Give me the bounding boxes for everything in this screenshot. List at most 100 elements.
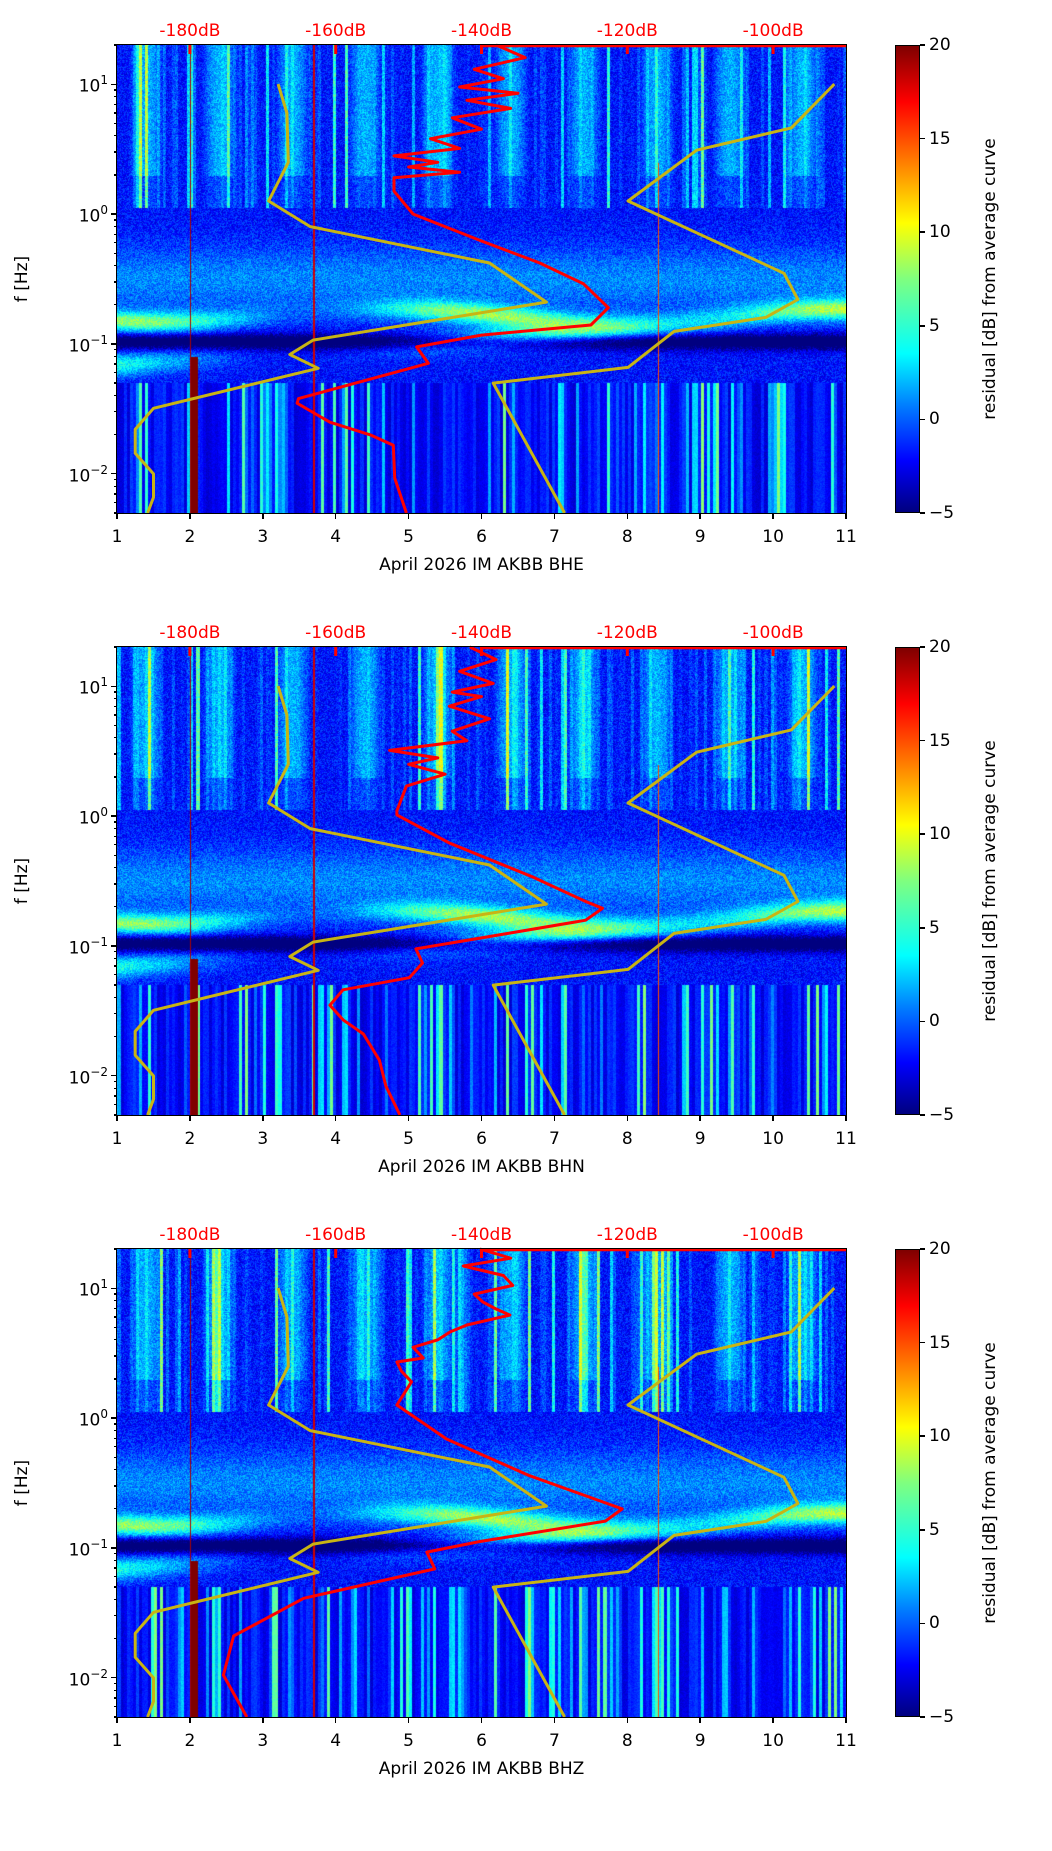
colorbar-tick-mark bbox=[920, 231, 925, 233]
x-tick-mark bbox=[772, 1115, 774, 1121]
y-minor-tick-mark bbox=[113, 355, 117, 358]
y-minor-tick-mark bbox=[113, 957, 117, 960]
y-tick-mark bbox=[111, 815, 117, 817]
y-minor-tick-mark bbox=[113, 479, 117, 481]
x-tick-mark bbox=[845, 513, 847, 519]
y-minor-tick-mark bbox=[113, 1469, 117, 1471]
x-tick-mark bbox=[772, 513, 774, 519]
db-tick-label: -180dB bbox=[159, 1225, 221, 1245]
y-tick-base: 10 bbox=[78, 808, 101, 829]
y-minor-tick-mark bbox=[113, 844, 117, 846]
y-minor-tick-mark bbox=[113, 1567, 117, 1569]
x-tick-label: 4 bbox=[330, 1129, 342, 1149]
y-minor-tick-mark bbox=[113, 1689, 117, 1692]
db-tick-label: -100dB bbox=[742, 1225, 804, 1245]
y-tick-exponent: −1 bbox=[90, 332, 108, 347]
plot-area[interactable] bbox=[117, 1247, 846, 1718]
y-minor-tick-mark bbox=[113, 714, 117, 716]
x-tick-mark bbox=[334, 1115, 337, 1121]
y-minor-tick-mark bbox=[113, 363, 117, 365]
y-tick-label: 10−1 bbox=[69, 936, 108, 958]
y-minor-tick-mark bbox=[113, 1553, 117, 1555]
x-tick-mark bbox=[407, 513, 410, 519]
x-tick-label: 2 bbox=[184, 1129, 196, 1149]
y-minor-tick-mark bbox=[113, 821, 117, 823]
x-tick-label: 9 bbox=[694, 1731, 706, 1751]
y-minor-tick-mark bbox=[113, 1446, 117, 1448]
db-tick-label: -160dB bbox=[305, 21, 367, 41]
y-axis-label: f [Hz] bbox=[12, 255, 32, 303]
x-tick-label: 6 bbox=[476, 1129, 487, 1149]
db-tick-label: -140dB bbox=[450, 21, 513, 41]
x-tick-mark bbox=[334, 513, 337, 519]
colorbar-tick-mark bbox=[920, 1529, 925, 1531]
colorbar bbox=[895, 647, 920, 1115]
y-minor-tick-mark bbox=[113, 1716, 117, 1718]
colorbar-tick-label: 10 bbox=[929, 1426, 951, 1447]
y-minor-tick-mark bbox=[113, 304, 117, 306]
y-minor-tick-mark bbox=[113, 112, 117, 114]
colorbar-tick-label: 5 bbox=[929, 315, 940, 336]
x-tick-mark bbox=[845, 1115, 847, 1121]
y-minor-tick-mark bbox=[113, 1559, 117, 1562]
y-minor-tick-mark bbox=[113, 1316, 117, 1318]
y-minor-tick-mark bbox=[113, 372, 117, 374]
x-tick-mark bbox=[262, 513, 264, 519]
spectrogram-heatmap bbox=[117, 647, 846, 1115]
y-minor-tick-mark bbox=[113, 828, 117, 830]
y-axis-label: f [Hz] bbox=[12, 1459, 32, 1507]
y-tick-mark bbox=[111, 473, 117, 475]
y-minor-tick-mark bbox=[113, 737, 117, 739]
y-minor-tick-mark bbox=[113, 122, 117, 124]
x-tick-mark bbox=[189, 1717, 191, 1723]
y-tick-exponent: 1 bbox=[100, 1277, 108, 1292]
x-tick-mark bbox=[553, 1115, 556, 1121]
x-tick-mark bbox=[189, 513, 191, 519]
x-tick-label: 9 bbox=[694, 1129, 706, 1149]
colorbar-tick-mark bbox=[920, 833, 925, 835]
y-minor-tick-mark bbox=[113, 753, 117, 755]
colorbar-tick-mark bbox=[920, 44, 925, 46]
y-tick-base: 10 bbox=[78, 206, 101, 227]
y-axis-label: f [Hz] bbox=[12, 857, 32, 905]
x-tick-label: 2 bbox=[184, 1731, 196, 1751]
colorbar-tick-label: −5 bbox=[929, 1707, 955, 1727]
y-minor-tick-mark bbox=[113, 1104, 117, 1106]
y-minor-tick-mark bbox=[113, 226, 117, 228]
y-tick-exponent: −2 bbox=[90, 462, 108, 477]
x-tick-mark bbox=[262, 1115, 264, 1121]
y-tick-mark bbox=[111, 1287, 117, 1289]
db-tick-label: -120dB bbox=[596, 623, 658, 643]
y-minor-tick-mark bbox=[113, 1300, 117, 1302]
y-minor-tick-mark bbox=[113, 776, 117, 778]
y-tick-exponent: −1 bbox=[90, 1536, 108, 1551]
x-tick-mark bbox=[480, 513, 483, 519]
y-minor-tick-mark bbox=[113, 883, 117, 885]
y-minor-tick-mark bbox=[113, 395, 117, 397]
plot-area[interactable] bbox=[117, 645, 846, 1116]
y-minor-tick-mark bbox=[113, 646, 117, 648]
colorbar-label: residual [dB] from average curve bbox=[980, 740, 1000, 1022]
y-tick-base: 10 bbox=[68, 466, 91, 487]
y-minor-tick-mark bbox=[113, 502, 117, 504]
y-minor-tick-mark bbox=[113, 698, 117, 700]
y-tick-mark bbox=[111, 1417, 117, 1419]
y-minor-tick-mark bbox=[113, 724, 117, 726]
x-tick-label: 1 bbox=[111, 1731, 123, 1751]
y-minor-tick-mark bbox=[113, 1485, 117, 1487]
colorbar-tick-mark bbox=[920, 1114, 925, 1116]
x-tick-label: 4 bbox=[330, 527, 342, 547]
y-minor-tick-mark bbox=[113, 1430, 117, 1432]
y-tick-label: 10−2 bbox=[68, 462, 108, 487]
x-tick-mark bbox=[116, 1717, 118, 1723]
x-tick-mark bbox=[480, 1717, 483, 1723]
x-tick-label: 5 bbox=[403, 1129, 415, 1149]
plot-area[interactable] bbox=[117, 43, 846, 514]
x-tick-label: 8 bbox=[621, 1129, 633, 1149]
colorbar-tick-label: 15 bbox=[929, 730, 951, 751]
colorbar-tick-label: −5 bbox=[929, 503, 955, 523]
y-minor-tick-mark bbox=[113, 382, 117, 384]
colorbar-tick-label: 20 bbox=[929, 637, 951, 657]
colorbar-tick-mark bbox=[920, 1435, 925, 1437]
y-tick-exponent: 1 bbox=[100, 675, 108, 690]
